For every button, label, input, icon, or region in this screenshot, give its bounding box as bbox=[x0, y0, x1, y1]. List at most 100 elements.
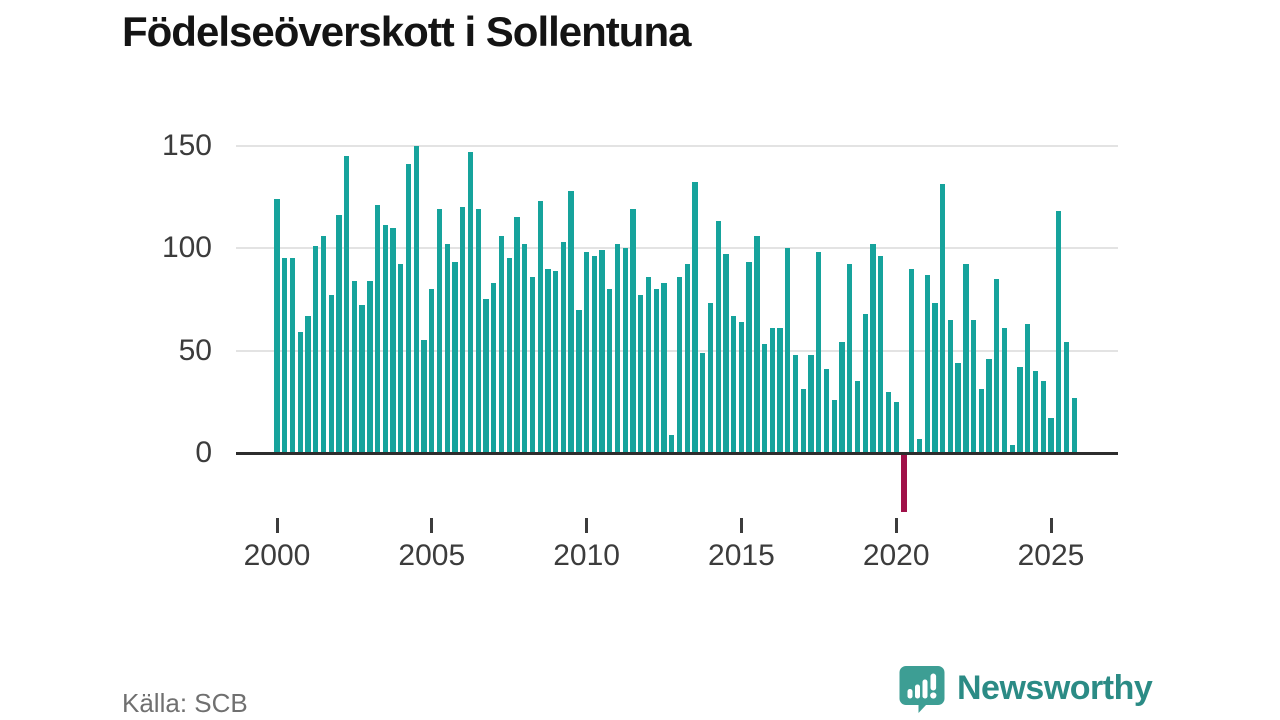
bar-78 bbox=[878, 256, 884, 453]
bar-59 bbox=[731, 315, 737, 453]
bar-90 bbox=[970, 319, 977, 453]
bar-70 bbox=[816, 252, 822, 453]
bar-3 bbox=[297, 332, 303, 453]
bar-53 bbox=[684, 264, 690, 453]
bar-80 bbox=[893, 401, 899, 453]
bar-94 bbox=[1001, 327, 1008, 453]
bar-27 bbox=[483, 299, 489, 453]
bar-15 bbox=[390, 227, 396, 453]
bar-98 bbox=[1032, 371, 1039, 453]
bar-2 bbox=[289, 258, 296, 453]
bar-34 bbox=[537, 200, 543, 453]
bar-99 bbox=[1040, 381, 1046, 453]
bar-5 bbox=[313, 245, 319, 453]
x-axis-label-2020: 2020 bbox=[862, 539, 930, 572]
bar-95 bbox=[1009, 444, 1015, 453]
bar-16 bbox=[398, 264, 404, 453]
bar-64 bbox=[769, 327, 775, 453]
bar-31 bbox=[514, 217, 520, 453]
bar-40 bbox=[583, 252, 590, 453]
bar-6 bbox=[320, 235, 327, 453]
bar-63 bbox=[761, 344, 768, 453]
bar-89 bbox=[963, 264, 969, 453]
bar-66 bbox=[785, 248, 791, 453]
bar-85 bbox=[932, 303, 938, 453]
bar-48 bbox=[645, 276, 652, 453]
x-axis-label-2000: 2000 bbox=[243, 539, 311, 572]
bar-1 bbox=[282, 258, 288, 453]
newsworthy-icon bbox=[899, 666, 945, 713]
bar-102 bbox=[1063, 342, 1070, 453]
bar-32 bbox=[522, 243, 528, 453]
bar-49 bbox=[653, 289, 659, 453]
bar-60 bbox=[738, 321, 745, 453]
bar-56 bbox=[707, 303, 714, 453]
bar-86 bbox=[939, 184, 946, 453]
bar-45 bbox=[622, 248, 628, 453]
x-axis-label-2010: 2010 bbox=[553, 539, 620, 572]
bar-83 bbox=[916, 438, 923, 453]
bar-54 bbox=[692, 182, 698, 453]
bar-37 bbox=[560, 241, 567, 453]
brand-name: Newsworthy bbox=[957, 669, 1153, 707]
bar-97 bbox=[1025, 323, 1031, 453]
bar-41 bbox=[591, 256, 597, 453]
bar-82 bbox=[909, 268, 915, 453]
bar-101 bbox=[1056, 211, 1062, 453]
bar-96 bbox=[1017, 366, 1023, 453]
bar-44 bbox=[614, 243, 621, 453]
bar-7 bbox=[328, 295, 334, 453]
x-axis-label-2015: 2015 bbox=[708, 539, 775, 572]
bar-68 bbox=[800, 389, 806, 453]
bar-9 bbox=[344, 155, 350, 453]
chart-title: Födelseöverskott i Sollentuna bbox=[122, 8, 691, 55]
bar-43 bbox=[607, 289, 613, 453]
bar-75 bbox=[854, 381, 861, 453]
bar-46 bbox=[630, 209, 636, 453]
x-tick-2000 bbox=[275, 518, 279, 533]
bar-13 bbox=[374, 204, 381, 453]
bar-58 bbox=[723, 254, 729, 453]
bar-4 bbox=[305, 315, 311, 453]
bar-100 bbox=[1048, 418, 1054, 453]
bar-21 bbox=[436, 209, 443, 453]
bar-69 bbox=[808, 354, 814, 453]
bar-71 bbox=[823, 368, 830, 453]
x-tick-2005 bbox=[430, 518, 434, 533]
bar-29 bbox=[498, 235, 505, 453]
bar-19 bbox=[421, 340, 427, 453]
bar-17 bbox=[405, 163, 412, 453]
bar-8 bbox=[336, 215, 342, 453]
bar-47 bbox=[638, 295, 644, 453]
y-axis-label-0: 0 bbox=[195, 436, 212, 469]
bar-84 bbox=[924, 274, 930, 453]
bar-61 bbox=[746, 262, 752, 453]
bar-11 bbox=[359, 305, 365, 453]
x-axis-label-2005: 2005 bbox=[398, 539, 466, 572]
bar-65 bbox=[777, 327, 783, 453]
bar-73 bbox=[839, 342, 845, 453]
brand-logo: Newsworthy bbox=[897, 663, 1153, 713]
bar-30 bbox=[506, 258, 512, 453]
bar-39 bbox=[576, 309, 582, 453]
bar-72 bbox=[831, 399, 837, 453]
gridline-150 bbox=[236, 144, 1118, 147]
bar-33 bbox=[529, 276, 536, 453]
bar-51 bbox=[669, 434, 675, 453]
source-note: Källa: SCB bbox=[122, 688, 248, 718]
bar-25 bbox=[467, 151, 474, 453]
x-axis-line bbox=[236, 452, 1118, 455]
bar-76 bbox=[862, 313, 868, 453]
bar-14 bbox=[382, 225, 388, 453]
y-axis-label-50: 50 bbox=[178, 333, 212, 367]
x-tick-2025 bbox=[1049, 518, 1053, 533]
bar-26 bbox=[475, 209, 481, 453]
bar-50 bbox=[661, 282, 667, 453]
bar-35 bbox=[545, 268, 551, 453]
bar-81 bbox=[901, 453, 907, 513]
bar-0 bbox=[274, 198, 280, 453]
bar-103 bbox=[1071, 397, 1077, 453]
bar-38 bbox=[568, 190, 574, 453]
